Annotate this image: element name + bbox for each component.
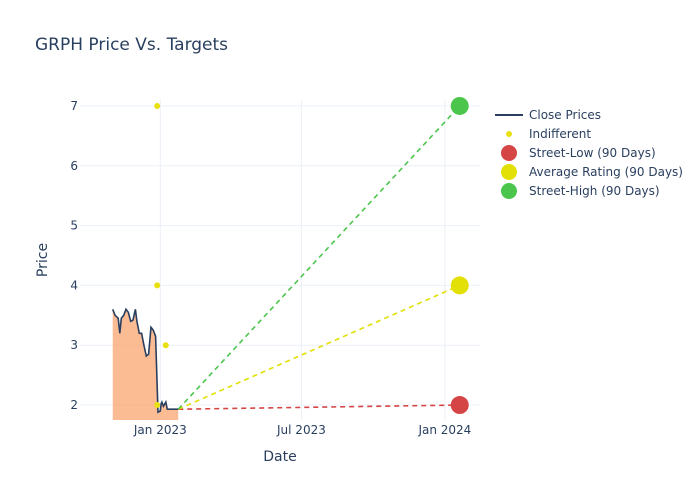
legend-item[interactable]: Street-High (90 Days) xyxy=(501,183,660,199)
legend-swatch xyxy=(506,131,512,137)
chart-title: GRPH Price Vs. Targets xyxy=(35,35,228,55)
target-line xyxy=(177,105,461,410)
area-layer xyxy=(112,309,179,420)
grid-layer xyxy=(80,100,480,420)
legend-item[interactable]: Street-Low (90 Days) xyxy=(501,145,656,161)
legend-label: Indifferent xyxy=(529,127,591,141)
indifferent-marker xyxy=(154,282,161,289)
legend[interactable]: Close Prices Indifferent Street-Low (90 Da… xyxy=(495,108,683,199)
x-tick-label: Jan 2023 xyxy=(133,423,187,437)
line-layer xyxy=(111,307,179,414)
legend-swatch xyxy=(501,164,517,180)
legend-swatch xyxy=(501,183,517,199)
target-marker xyxy=(450,96,469,115)
x-tick-label: Jan 2024 xyxy=(417,423,471,437)
target-line xyxy=(177,284,461,410)
target-line xyxy=(178,404,460,411)
y-tick-label: 2 xyxy=(70,398,78,412)
legend-swatch xyxy=(501,145,517,161)
legend-label: Street-High (90 Days) xyxy=(529,184,660,198)
y-tick-label: 4 xyxy=(70,278,78,292)
close-price-line xyxy=(111,307,179,414)
legend-label: Average Rating (90 Days) xyxy=(529,165,683,179)
indifferent-marker xyxy=(154,402,161,409)
indifferent-marker xyxy=(162,342,169,349)
y-tick-label: 5 xyxy=(70,219,78,233)
axis-layer: 2 3 4 5 6 7 Jan 2023 Jul 2023 Jan 2024 xyxy=(70,99,471,437)
marker-layer xyxy=(154,96,469,415)
legend-item[interactable]: Average Rating (90 Days) xyxy=(501,164,683,180)
y-tick-label: 3 xyxy=(70,338,78,352)
legend-label: Street-Low (90 Days) xyxy=(529,146,656,160)
y-tick-label: 7 xyxy=(70,99,78,113)
legend-label: Close Prices xyxy=(529,108,601,122)
legend-item[interactable]: Indifferent xyxy=(506,127,591,141)
legend-item[interactable]: Close Prices xyxy=(495,108,601,122)
x-tick-label: Jul 2023 xyxy=(276,423,326,437)
x-axis-title: Date xyxy=(263,449,296,465)
close-price-area xyxy=(112,309,179,420)
y-axis-title: Price xyxy=(35,243,51,277)
y-tick-label: 6 xyxy=(70,159,78,173)
target-layer xyxy=(177,105,461,411)
target-marker xyxy=(450,276,469,295)
target-marker xyxy=(450,396,469,415)
indifferent-marker xyxy=(154,102,161,109)
